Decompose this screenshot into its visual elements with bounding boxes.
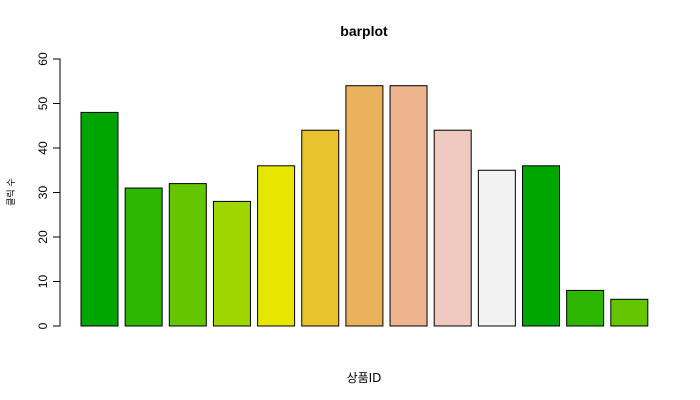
y-tick-label: 60 xyxy=(36,52,50,66)
bar xyxy=(212,200,251,327)
bar xyxy=(610,298,649,327)
bar xyxy=(168,183,207,327)
y-tick-label: 20 xyxy=(36,230,50,244)
bar xyxy=(522,165,560,327)
bar xyxy=(80,111,119,327)
bar xyxy=(301,129,340,327)
bars xyxy=(80,85,649,327)
y-axis-label: 클릭 수 xyxy=(5,178,17,206)
y-tick-label: 50 xyxy=(36,97,50,111)
bar xyxy=(124,187,163,327)
bar xyxy=(389,85,428,327)
y-tick-label: 30 xyxy=(36,186,50,200)
y-tick-label: 0 xyxy=(36,322,50,329)
bar xyxy=(566,289,605,327)
y-tick-label: 10 xyxy=(36,275,50,289)
y-tick-label: 40 xyxy=(36,141,50,155)
y-axis: 0 10 20 30 40 50 60 xyxy=(36,52,61,329)
bar xyxy=(345,85,384,327)
bar xyxy=(477,169,516,327)
x-axis-label: 상품ID xyxy=(347,371,382,385)
bar xyxy=(433,129,472,327)
chart-title: barplot xyxy=(340,23,388,39)
bar xyxy=(257,165,296,327)
